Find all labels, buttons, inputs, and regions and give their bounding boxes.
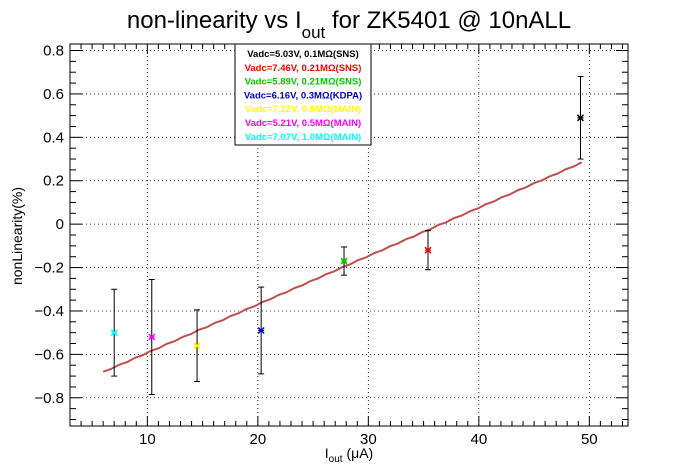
fit-line-group bbox=[102, 161, 583, 373]
x-tick-label: 30 bbox=[360, 431, 377, 448]
legend-entry: Vadc=5.89V, 0.21MΩ(SNS) bbox=[245, 77, 362, 88]
y-tick-label: 0.8 bbox=[43, 43, 64, 60]
data-points bbox=[110, 76, 585, 396]
grid bbox=[70, 44, 628, 426]
data-point bbox=[257, 286, 265, 375]
data-point bbox=[110, 288, 118, 377]
x-axis-label: Iout (μA) bbox=[325, 445, 373, 465]
legend-entry: Vadc=7.22V, 0.5MΩ(MAIN) bbox=[245, 104, 361, 115]
x-axis-label-subscript: out bbox=[329, 454, 343, 465]
chart-title-suffix: for ZK5401 @ 10nALL bbox=[325, 7, 571, 34]
legend: Vadc=5.03V, 0.1MΩ(SNS) Vadc=7.46V, 0.21MΩ… bbox=[234, 43, 372, 146]
y-tick-label: −0.2 bbox=[34, 260, 64, 277]
legend-entry: Vadc=5.03V, 0.1MΩ(SNS) bbox=[247, 49, 359, 60]
y-axis: −0.8 −0.6 −0.4 −0.2 0 0.2 0.4 0.6 0.8 bbox=[34, 43, 628, 420]
x-tick-label: 10 bbox=[139, 431, 156, 448]
y-tick-label: 0.2 bbox=[43, 173, 64, 190]
chart-title: non-linearity vs Iout for ZK5401 @ 10nAL… bbox=[127, 7, 571, 42]
chart-title-subscript: out bbox=[302, 23, 326, 42]
x-axis-label-rest: (μA) bbox=[343, 445, 374, 461]
legend-entry: Vadc=6.16V, 0.3MΩ(KDPA) bbox=[244, 90, 362, 101]
x-axis: 10 20 30 40 50 bbox=[80, 44, 623, 448]
data-point bbox=[148, 278, 156, 396]
legend-entry: Vadc=7.46V, 0.21MΩ(SNS) bbox=[245, 63, 362, 74]
y-tick-label: −0.4 bbox=[34, 303, 64, 320]
x-tick-label: 50 bbox=[581, 431, 598, 448]
y-tick-label: 0.4 bbox=[43, 129, 64, 146]
y-axis-label: nonLinearity(%) bbox=[9, 187, 25, 285]
x-axis-label-base: I bbox=[325, 445, 329, 461]
y-tick-label: −0.6 bbox=[34, 346, 64, 363]
y-tick-label: −0.8 bbox=[34, 390, 64, 407]
x-tick-label: 40 bbox=[470, 431, 487, 448]
legend-box bbox=[234, 43, 372, 146]
chart-title-prefix: non-linearity vs I bbox=[127, 7, 302, 34]
fit-line bbox=[102, 161, 583, 373]
y-tick-label: 0 bbox=[56, 216, 64, 233]
data-point bbox=[424, 230, 432, 271]
data-point bbox=[576, 76, 585, 160]
legend-entry: Vadc=5.21V, 0.5MΩ(MAIN) bbox=[245, 118, 361, 129]
y-tick-label: 0.6 bbox=[43, 86, 64, 103]
x-tick-label: 20 bbox=[249, 431, 266, 448]
legend-entries: Vadc=5.03V, 0.1MΩ(SNS) Vadc=7.46V, 0.21MΩ… bbox=[244, 49, 362, 143]
data-point bbox=[340, 246, 348, 276]
legend-entry: Vadc=7.07V, 1.0MΩ(MAIN) bbox=[245, 132, 361, 143]
data-point bbox=[193, 309, 201, 383]
